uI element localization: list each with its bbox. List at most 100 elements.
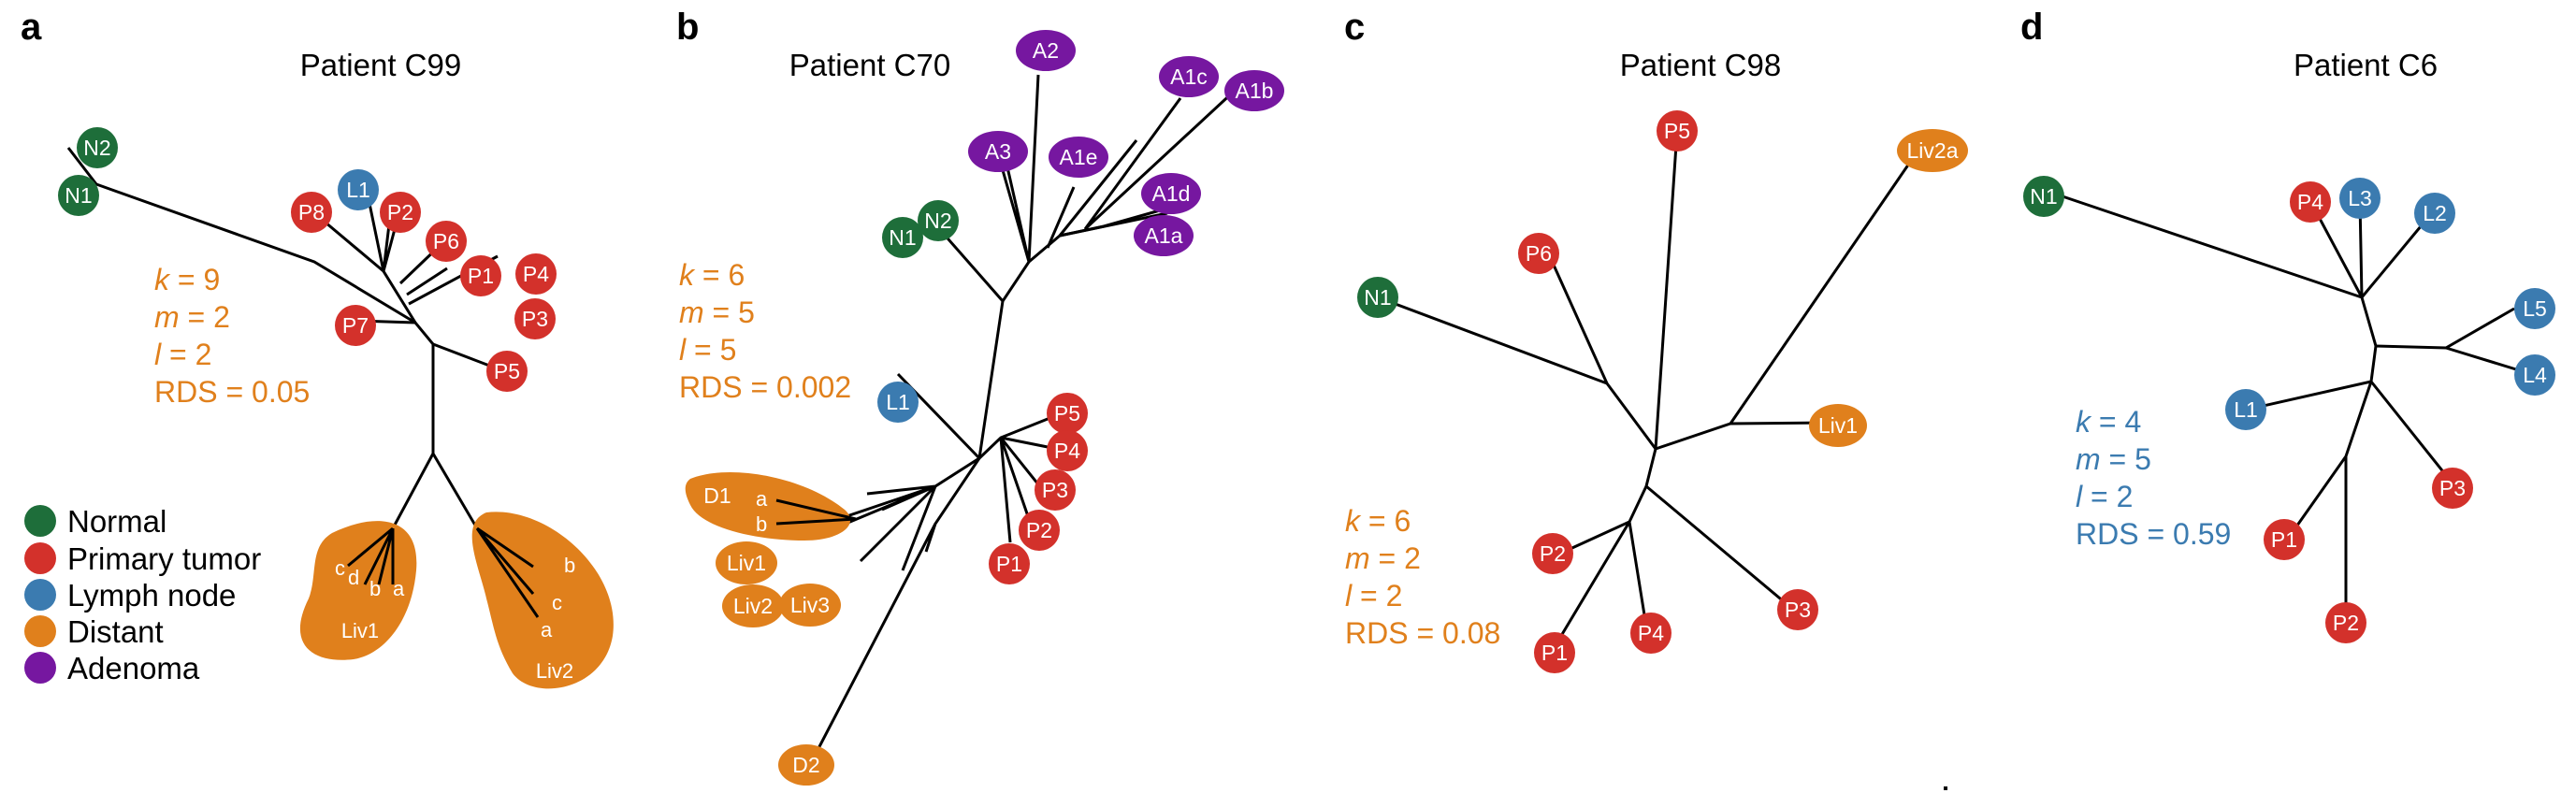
node-label: P3: [2439, 476, 2466, 500]
node-circle: [2414, 193, 2455, 234]
node-label: P3: [522, 307, 548, 331]
node-ellipse: [722, 584, 784, 627]
distant-region-blob: [299, 521, 417, 660]
stat-m: m = 5: [679, 296, 755, 329]
node-label: L1: [886, 390, 910, 414]
legend-swatch: [24, 505, 56, 537]
node-label: P4: [523, 262, 549, 286]
node-label: A1a: [1145, 223, 1183, 248]
node-label: P1: [2271, 527, 2297, 552]
node-circle: [1532, 533, 1573, 574]
node-circle: [338, 169, 379, 210]
legend-swatch: [24, 615, 56, 647]
node-label: P4: [1054, 439, 1080, 463]
node-label: L4: [2523, 363, 2547, 387]
node-label: P5: [1054, 401, 1080, 425]
node-label: P5: [1664, 119, 1690, 143]
node-label: P2: [1540, 541, 1566, 566]
node-circle: [1357, 277, 1398, 318]
node-circle: [2264, 519, 2305, 560]
stat-k: k = 9: [154, 263, 220, 296]
legend-label: Adenoma: [67, 651, 200, 685]
node-label: L1: [346, 178, 370, 202]
panel-d: d Patient C6 N1 P4 L3 L2 L5 L4 L1 P3 P1: [2020, 7, 2555, 643]
leaf-label: a: [756, 487, 768, 511]
panel-c: c Patient C98 P5 Liv2a P6 N1 Liv1 P2 P1 …: [1344, 7, 1968, 790]
node-label: D2: [792, 753, 819, 777]
leaf-label: d: [348, 566, 359, 589]
leaf-label: a: [541, 618, 553, 642]
node-ellipse: [1049, 137, 1108, 178]
node-circle: [2339, 178, 2381, 219]
stats-a: k = 9 m = 2 l = 2 RDS = 0.05: [154, 263, 310, 409]
node-label: P2: [2333, 611, 2359, 635]
group-d1: D1 a b: [685, 471, 857, 541]
node-ellipse: [1224, 70, 1284, 111]
node-circle: [1019, 510, 1060, 551]
node-ellipse: [1897, 129, 1968, 172]
node-circle: [2514, 354, 2555, 396]
panel-title-c: Patient C98: [1620, 48, 1781, 82]
node-label: Liv3: [790, 593, 830, 617]
node-label: P4: [2297, 190, 2323, 214]
node-label: P2: [1026, 518, 1052, 542]
group-label: Liv1: [341, 619, 379, 642]
node-label: P2: [387, 200, 413, 224]
panel-letter-b: b: [676, 7, 699, 48]
stat-l: l = 2: [154, 338, 211, 371]
leaf-label: c: [335, 556, 345, 580]
node-circle: [1777, 589, 1818, 630]
node-circle: [2514, 288, 2555, 329]
node-ellipse: [779, 584, 841, 627]
node-circle: [2225, 389, 2266, 430]
node-label: A1c: [1170, 65, 1208, 89]
tree-nodes-a: N1 N2 L1 P8 P2 P6 P1 P4 P3 P7 P5: [58, 127, 557, 392]
node-label: N1: [2030, 184, 2057, 209]
stat-l: l = 2: [1345, 579, 1402, 613]
panel-title-a: Patient C99: [300, 48, 461, 82]
node-label: A1b: [1236, 79, 1274, 103]
tree-nodes-c: P5 Liv2a P6 N1 Liv1 P2 P1 P4 P3: [1357, 110, 1968, 673]
stat-rds: RDS = 0.59: [2076, 517, 2231, 551]
tree-edges-c: [1377, 130, 1913, 646]
leaf-label: a: [393, 577, 405, 600]
node-circle: [291, 192, 332, 233]
node-ellipse: [1809, 404, 1867, 447]
panel-title-d: Patient C6: [2294, 48, 2438, 82]
stats-d: k = 4 m = 5 l = 2 RDS = 0.59: [2076, 405, 2231, 551]
panel-b: b Patient C70 D1 a b A2 A1c A1b A3: [676, 7, 1284, 786]
node-circle: [2023, 176, 2064, 217]
leaf-label: b: [369, 577, 381, 600]
stat-k: k = 4: [2076, 405, 2141, 439]
node-label: P5: [494, 359, 520, 383]
leaf-label: b: [756, 512, 767, 536]
group-label: D1: [703, 483, 731, 508]
node-ellipse: [1134, 215, 1194, 256]
node-circle: [58, 175, 99, 216]
stray-mark: [1944, 786, 1947, 790]
node-label: A2: [1033, 38, 1059, 63]
stat-rds: RDS = 0.002: [679, 370, 851, 404]
node-label: N2: [924, 209, 951, 233]
tree-nodes-b: A2 A1c A1b A3 A1e A1d A1a N1 N2 L1 P5 P4…: [716, 30, 1284, 786]
legend-swatch: [24, 652, 56, 684]
legend: Normal Primary tumor Lymph node Distant …: [24, 504, 261, 685]
stat-l: l = 5: [679, 333, 736, 367]
node-circle: [77, 127, 118, 168]
node-label: P4: [1638, 621, 1664, 645]
node-ellipse: [778, 744, 834, 786]
node-ellipse: [716, 541, 777, 584]
stat-m: m = 2: [1345, 541, 1421, 575]
node-circle: [877, 382, 919, 423]
node-circle: [514, 298, 556, 339]
stat-l: l = 2: [2076, 480, 2133, 513]
node-label: Liv1: [1818, 413, 1858, 438]
node-circle: [2432, 468, 2473, 509]
panel-letter-d: d: [2020, 7, 2043, 48]
leaf-label: c: [552, 591, 562, 614]
node-label: P1: [468, 264, 494, 288]
node-circle: [1534, 632, 1575, 673]
node-circle: [1657, 110, 1698, 151]
node-ellipse: [1016, 30, 1076, 71]
legend-label: Normal: [67, 504, 166, 539]
